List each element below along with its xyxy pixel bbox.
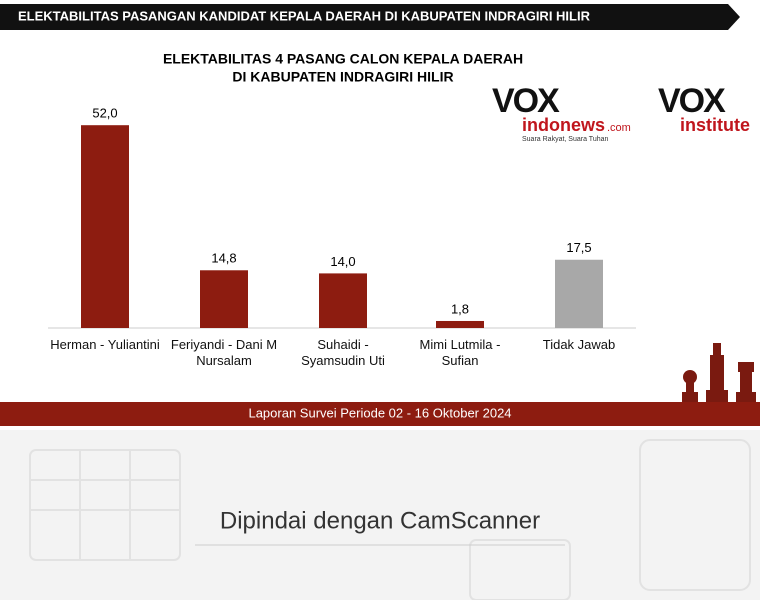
logo-vox-2: VOX (658, 82, 726, 120)
logo-indonews: indonews (522, 115, 605, 135)
value-label: 52,0 (92, 106, 117, 121)
banner (0, 4, 740, 30)
logo-tagline: Suara Rakyat, Suara Tuhan (522, 136, 608, 143)
banner-text: ELEKTABILITAS PASANGAN KANDIDAT KEPALA D… (18, 8, 591, 23)
logo-com: .com (607, 122, 631, 134)
value-label: 17,5 (566, 240, 591, 255)
x-tick-label: Feriyandi - Dani M Nursalam (170, 337, 278, 368)
logo-institute: institute (680, 115, 750, 135)
bar (81, 125, 129, 328)
scan-background (0, 430, 760, 600)
logo-vox: VOX (492, 82, 560, 120)
value-label: 14,8 (211, 251, 236, 266)
footer-text: Laporan Survei Periode 02 - 16 Oktober 2… (248, 405, 511, 420)
bar (319, 273, 367, 328)
watermark: Dipindai dengan CamScanner (220, 507, 540, 534)
x-tick-label: Herman - Yuliantini (50, 337, 160, 352)
bar (436, 320, 484, 328)
value-label: 1,8 (451, 301, 469, 316)
footer-band (0, 402, 760, 426)
x-tick-label: Suhaidi - Syamsudin Uti (301, 337, 385, 368)
bar (555, 259, 603, 328)
x-tick-label: Mimi Lutmila - Sufian (419, 337, 501, 368)
x-tick-label: Tidak Jawab (542, 337, 616, 352)
scan-decor (29, 439, 751, 600)
chart-subtitle: DI KABUPATEN INDRAGIRI HILIR (232, 69, 453, 85)
chess-decor (682, 343, 756, 402)
chart-title: ELEKTABILITAS 4 PASANG CALON KEPALA DAER… (163, 51, 523, 67)
value-label: 14,0 (330, 254, 355, 269)
bar (200, 270, 248, 328)
